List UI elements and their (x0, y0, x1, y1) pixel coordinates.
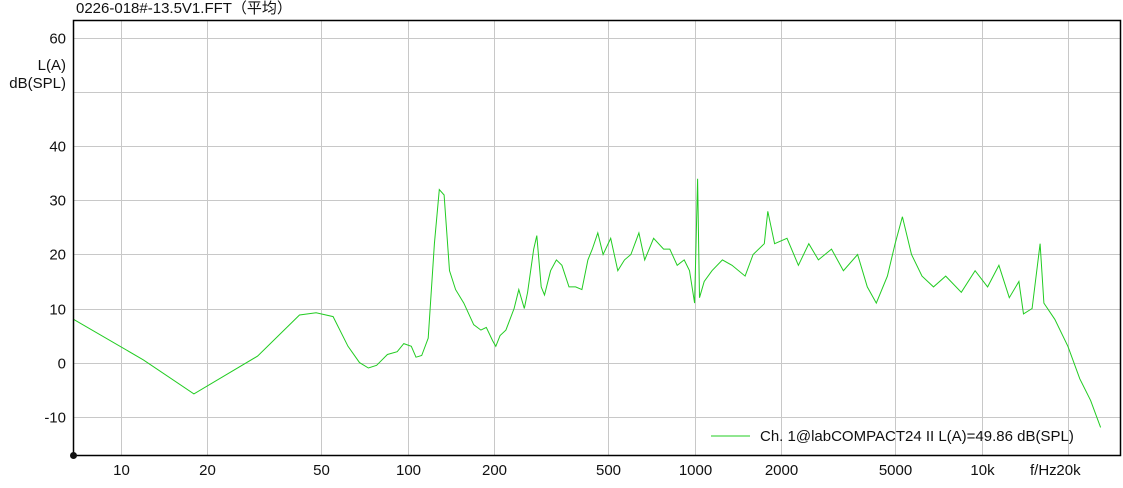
y-tick-label: 10 (49, 302, 66, 319)
y-tick-label: 0 (58, 356, 66, 373)
y-tick-label: 60 (49, 31, 66, 48)
x-tick-label: 50 (313, 462, 330, 479)
x-tick-label: 200 (482, 462, 507, 479)
x-tick-label: 10 (113, 462, 130, 479)
y-tick-label: 20 (49, 247, 66, 264)
x-tick-label: 1000 (679, 462, 712, 479)
x-tick-label: 2000 (765, 462, 798, 479)
x-tick-label: 20 (199, 462, 216, 479)
x-tick-label: 10k (970, 462, 995, 479)
series-line (73, 178, 1102, 428)
x-tick-label: 5000 (879, 462, 912, 479)
y-axis-label-1: L(A) (38, 57, 66, 74)
grid (73, 20, 1121, 456)
x-axis-label: f/Hz (1030, 462, 1057, 479)
axis-ticks: 10 20 50 100 200 500 1000 2000 5000 10k 20k6040302… (44, 31, 1081, 480)
legend-label: Ch. 1@labCOMPACT24 II L(A)=49.86 dB(SPL) (760, 428, 1074, 445)
chart-title: 0226-018#-13.5V1.FFT（平均） (76, 0, 292, 17)
y-tick-label: 30 (49, 193, 66, 210)
legend: Ch. 1@labCOMPACT24 II L(A)=49.86 dB(SPL) (711, 428, 1074, 445)
y-tick-label: -10 (44, 410, 66, 427)
x-tick-label: 500 (596, 462, 621, 479)
x-tick-label: 20k (1056, 462, 1081, 479)
y-tick-label: 40 (49, 139, 66, 156)
x-tick-label: 100 (396, 462, 421, 479)
plot-frame (72, 19, 1122, 457)
y-axis-label-2: dB(SPL) (9, 75, 66, 92)
origin-marker (70, 452, 77, 459)
